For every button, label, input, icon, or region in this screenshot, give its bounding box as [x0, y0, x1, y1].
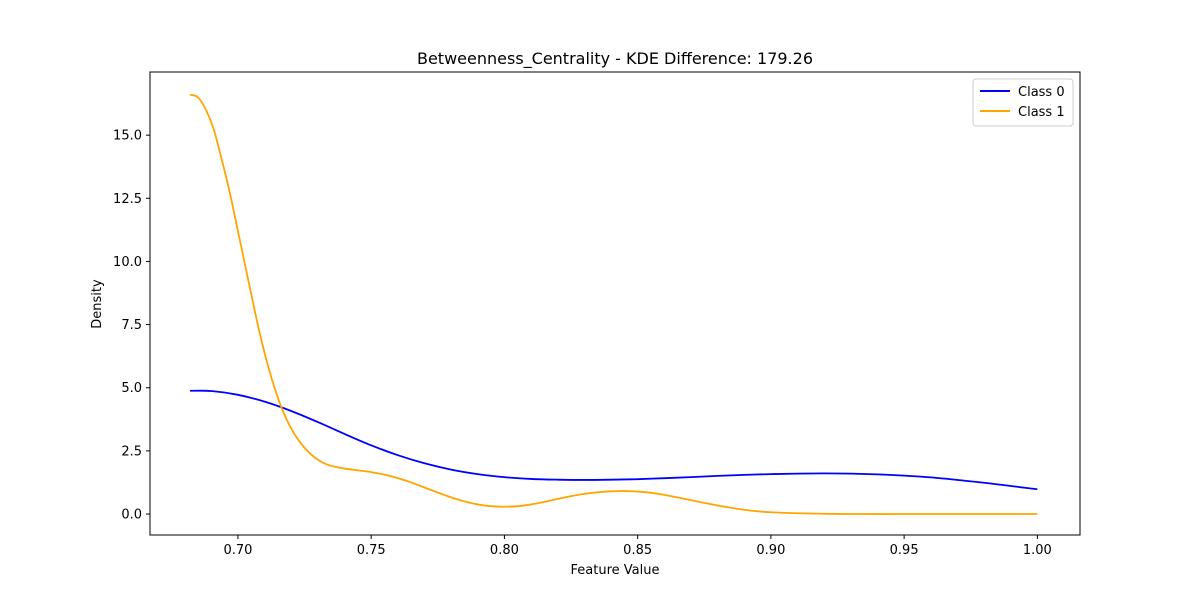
y-tick-label: 5.0	[121, 381, 142, 396]
x-axis: 0.70 0.75 0.80 0.85 0.90 0.95 1.00	[223, 535, 1052, 558]
legend: Class 0 Class 1	[972, 78, 1074, 127]
x-tick-label: 0.95	[890, 543, 919, 558]
y-axis: 0.0 2.5 5.0 7.5 10.0 12.5 15.0	[113, 129, 150, 523]
y-tick-label: 12.5	[113, 192, 142, 207]
y-tick-label: 2.5	[121, 444, 142, 459]
series-line-class-1	[189, 93, 1038, 515]
series-line-class-0	[189, 389, 1038, 491]
y-tick-label: 7.5	[121, 318, 142, 333]
chart-title: Betweenness_Centrality - KDE Difference:…	[417, 49, 813, 69]
x-tick-label: 0.75	[357, 543, 386, 558]
x-tick-label: 0.90	[756, 543, 785, 558]
x-tick-label: 0.80	[490, 543, 519, 558]
x-axis-label: Feature Value	[571, 563, 660, 578]
series-layer	[189, 93, 1038, 515]
y-tick-label: 15.0	[113, 129, 142, 144]
x-tick-label: 1.00	[1023, 543, 1052, 558]
y-tick-label: 10.0	[113, 255, 142, 270]
legend-label-class-1: Class 1	[1018, 105, 1065, 120]
y-tick-label: 0.0	[121, 508, 142, 523]
plot-frame	[149, 71, 1081, 536]
x-tick-label: 0.70	[223, 543, 252, 558]
legend-label-class-0: Class 0	[1018, 85, 1065, 100]
y-axis-label: Density	[90, 279, 105, 329]
x-tick-label: 0.85	[623, 543, 652, 558]
